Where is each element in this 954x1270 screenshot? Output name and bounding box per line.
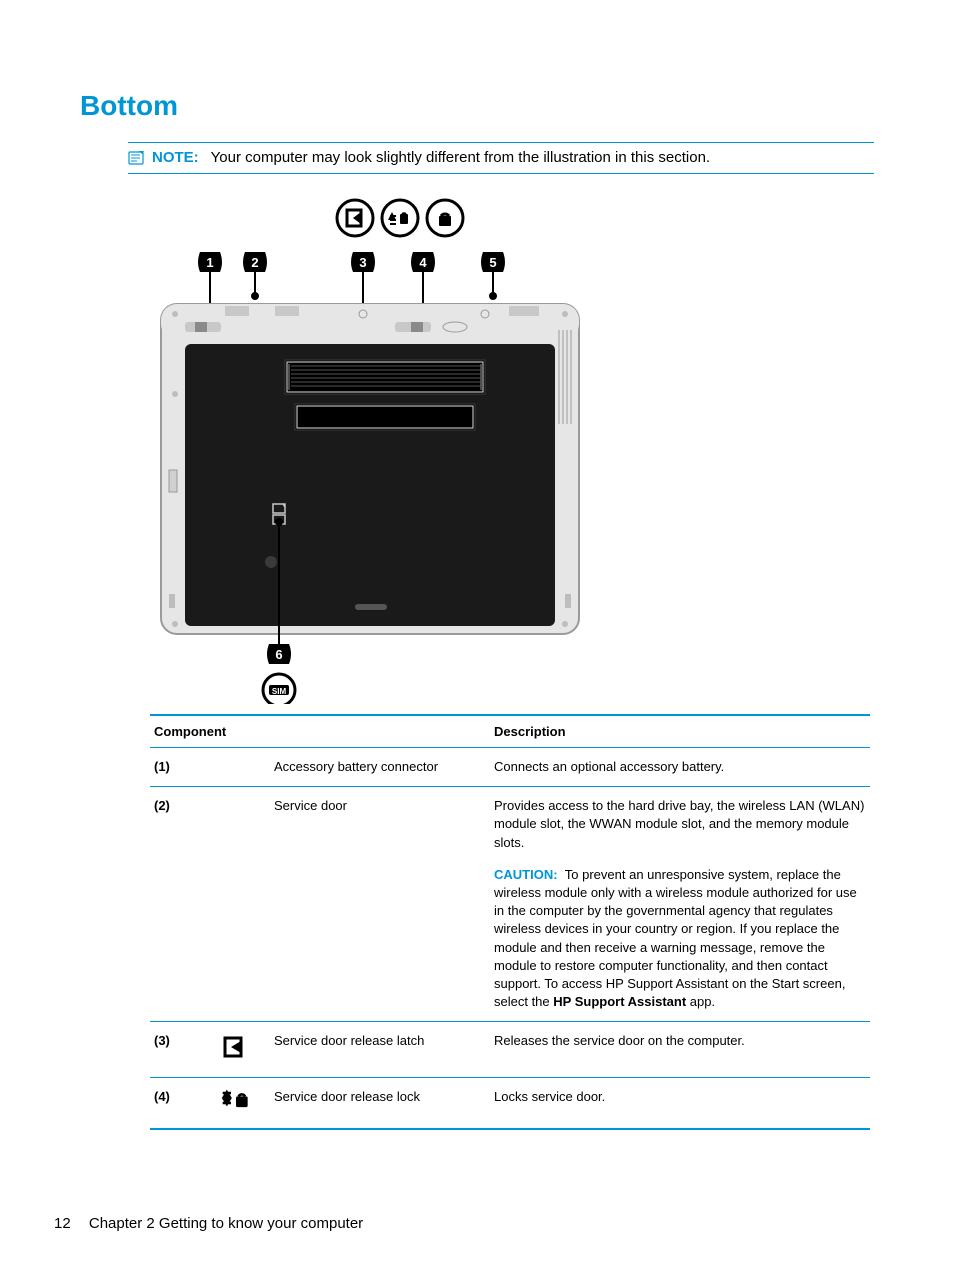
callout-3: 3 [359, 255, 366, 270]
note-text: Your computer may look slightly differen… [211, 149, 710, 166]
row-num: (1) [150, 748, 202, 787]
bottom-diagram: 1 2 3 4 5 [155, 194, 585, 704]
chapter-title: Chapter 2 Getting to know your computer [89, 1215, 363, 1232]
row-name: Service door release lock [270, 1078, 490, 1130]
row-desc: Releases the service door on the compute… [490, 1022, 870, 1078]
row-desc: Provides access to the hard drive bay, t… [490, 787, 870, 1022]
callout-1: 1 [206, 255, 213, 270]
caution-bold: HP Support Assistant [553, 994, 686, 1009]
page-number: 12 [54, 1215, 71, 1232]
callout-5: 5 [489, 255, 496, 270]
row-desc: Connects an optional accessory battery. [490, 748, 870, 787]
table-row: (1) Accessory battery connector Connects… [150, 748, 870, 787]
sim-badge: SIM [272, 687, 287, 696]
note-label: NOTE: [152, 149, 199, 166]
latch-icon [221, 1032, 251, 1062]
callout-6: 6 [275, 647, 282, 662]
row-name: Service door [270, 787, 490, 1022]
caution-text: To prevent an unresponsive system, repla… [494, 867, 857, 1009]
callout-4: 4 [419, 255, 427, 270]
caution-label: CAUTION: [494, 867, 558, 882]
row-name: Service door release latch [270, 1022, 490, 1078]
components-table: Component Description (1) Accessory batt… [150, 714, 870, 1130]
table-row: (2) Service door Provides access to the … [150, 787, 870, 1022]
table-row: (3) Service door release latch Releases … [150, 1022, 870, 1078]
section-heading: Bottom [80, 90, 874, 122]
row-num: (4) [150, 1078, 202, 1130]
callout-2: 2 [251, 255, 258, 270]
row-name: Accessory battery connector [270, 748, 490, 787]
th-component: Component [150, 715, 370, 748]
table-row: (4) Service door release lock Locks serv… [150, 1078, 870, 1130]
lock-icon [221, 1088, 251, 1118]
page-footer: 12 Chapter 2 Getting to know your comput… [54, 1215, 363, 1232]
note-icon [128, 149, 146, 167]
row-num: (2) [150, 787, 202, 1022]
row-num: (3) [150, 1022, 202, 1078]
note-block: NOTE: Your computer may look slightly di… [128, 142, 874, 174]
row-desc: Locks service door. [490, 1078, 870, 1130]
th-description: Description [490, 715, 870, 748]
